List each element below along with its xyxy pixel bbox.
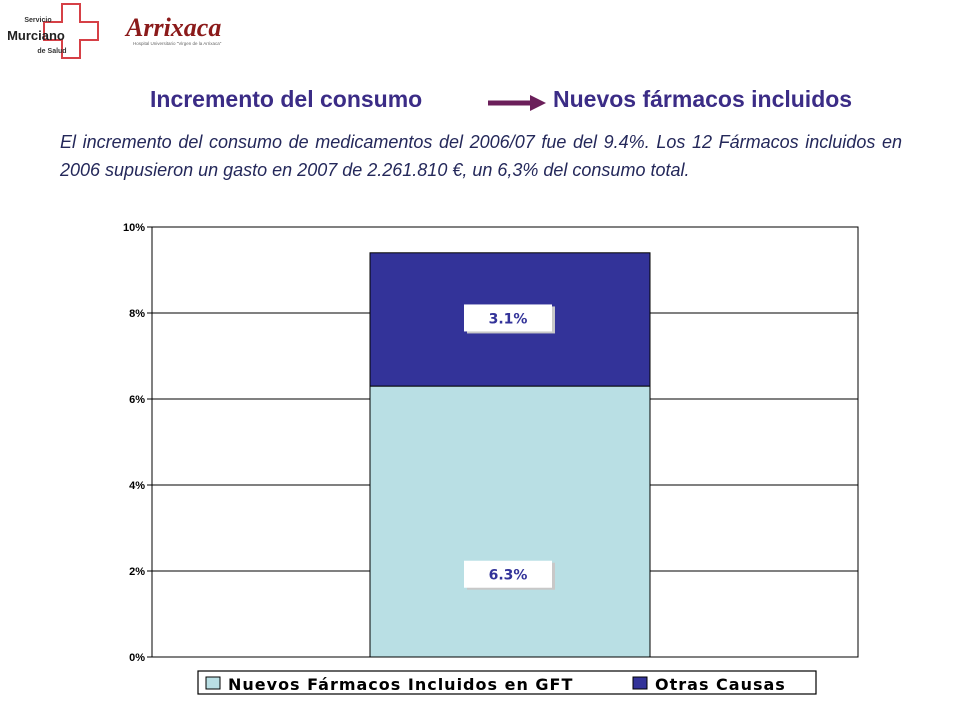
description-text: El incremento del consumo de medicamento…: [60, 132, 902, 180]
data-label: 3.1%: [489, 311, 528, 327]
logo-area: Servicio Murciano de Salud Arrixaca Hosp…: [0, 0, 260, 70]
legend-swatch: [205, 676, 221, 690]
y-tick-label: 6%: [129, 394, 145, 406]
hospital-logo-subtitle: Hospital Universitario "Virgen de la Arr…: [133, 41, 222, 46]
hospital-logo-name: Arrixaca: [124, 13, 221, 42]
legend-label: Otras Causas: [655, 675, 786, 694]
heading-right: Nuevos fármacos incluidos: [553, 86, 853, 112]
y-tick-label: 4%: [129, 480, 145, 492]
legend-swatch: [632, 676, 648, 690]
sms-cross-logo: [43, 3, 99, 59]
org-name-line1: Servicio: [24, 17, 51, 24]
y-tick-label: 0%: [129, 652, 145, 664]
org-name-line3: de Salud: [37, 48, 66, 55]
slide-heading: Incremento del consumo Nuevos fármacos i…: [0, 86, 960, 120]
legend-label: Nuevos Fármacos Incluidos en GFT: [228, 675, 573, 694]
data-label-box: [464, 304, 552, 332]
data-labels: 6.3% 3.1%: [464, 304, 555, 590]
logos-svg: Servicio Murciano de Salud Arrixaca Hosp…: [7, 3, 222, 59]
legend: Nuevos Fármacos Incluidos en GFT Otras Ca…: [197, 670, 817, 695]
heading-left: Incremento del consumo: [150, 86, 423, 112]
right-arrow-icon: [488, 95, 546, 111]
data-label-box: [464, 560, 552, 588]
bars: [369, 252, 651, 658]
org-name-line2: Murciano: [7, 28, 65, 43]
y-axis: 0% 2% 4% 6% 8% 10%: [123, 222, 152, 664]
y-tick-label: 2%: [129, 566, 145, 578]
legend-box: [197, 670, 817, 695]
y-tick-label: 10%: [123, 222, 145, 234]
data-label: 6.3%: [489, 568, 528, 584]
bar-segment: [369, 385, 651, 658]
y-tick-label: 8%: [129, 308, 145, 320]
